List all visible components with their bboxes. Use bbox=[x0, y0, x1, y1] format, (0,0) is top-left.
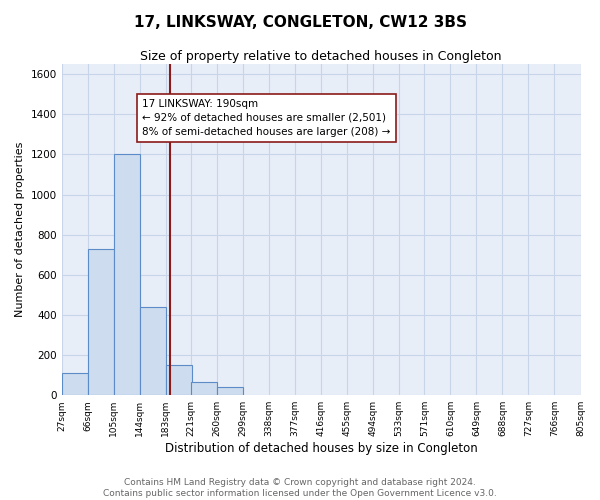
Bar bbox=[191, 382, 217, 395]
Bar bbox=[113, 154, 140, 395]
Title: Size of property relative to detached houses in Congleton: Size of property relative to detached ho… bbox=[140, 50, 502, 63]
Bar bbox=[166, 365, 192, 395]
Y-axis label: Number of detached properties: Number of detached properties bbox=[15, 142, 25, 318]
Bar bbox=[62, 373, 88, 395]
Text: 17, LINKSWAY, CONGLETON, CW12 3BS: 17, LINKSWAY, CONGLETON, CW12 3BS bbox=[133, 15, 467, 30]
X-axis label: Distribution of detached houses by size in Congleton: Distribution of detached houses by size … bbox=[165, 442, 478, 455]
Bar bbox=[217, 387, 243, 395]
Text: 17 LINKSWAY: 190sqm
← 92% of detached houses are smaller (2,501)
8% of semi-deta: 17 LINKSWAY: 190sqm ← 92% of detached ho… bbox=[142, 99, 391, 137]
Bar bbox=[88, 248, 113, 395]
Text: Contains HM Land Registry data © Crown copyright and database right 2024.
Contai: Contains HM Land Registry data © Crown c… bbox=[103, 478, 497, 498]
Bar bbox=[140, 307, 166, 395]
